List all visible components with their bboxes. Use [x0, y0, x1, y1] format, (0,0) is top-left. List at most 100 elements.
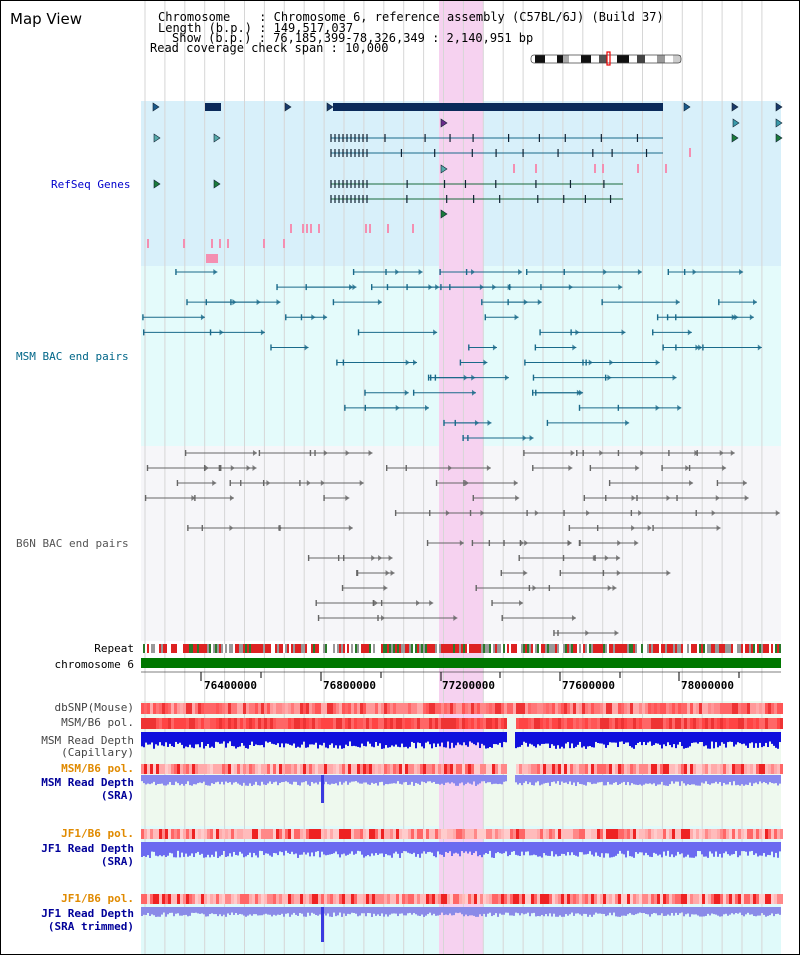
repeat-element: [383, 644, 385, 653]
msm-depth-capillary-bar: [425, 732, 427, 743]
dbsnp-cell: [171, 703, 174, 714]
refseq-genes-label[interactable]: RefSeq Genes: [51, 178, 131, 191]
repeat-element: [713, 644, 715, 653]
msm-b6-pol-sra-cell: [684, 764, 687, 774]
msm-depth-capillary-bar: [187, 732, 189, 748]
msm-bac-end-pairs-label[interactable]: MSM BAC end pairs: [16, 350, 129, 363]
jf1-depth-trim-bar: [659, 907, 661, 916]
msm-b6-pol-sra-cell: [582, 764, 585, 774]
msm-depth-capillary-bar: [597, 732, 599, 744]
msm-depth-sra-bar: [405, 775, 407, 782]
jf1-depth-sra-bar: [761, 842, 763, 856]
msm-b6-pol-cell: [396, 718, 399, 729]
msm-b6-pol-sra-cell: [180, 764, 183, 774]
msm-b6-pol-cell: [741, 718, 744, 729]
jf1-depth-sra-bar: [559, 842, 561, 856]
repeat-element: [289, 644, 291, 653]
jf1-b6-pol-trim-cell: [540, 894, 543, 904]
repeat-element: [231, 644, 233, 653]
msm-depth-capillary-bar: [521, 732, 523, 746]
jf1-depth-sra-bar: [269, 842, 271, 856]
msm-depth-sra-bar: [407, 775, 409, 786]
gene-fragment: [412, 224, 414, 233]
msm-depth-sra-bar: [335, 775, 337, 784]
msm-depth-sra-bar: [515, 775, 517, 783]
dbsnp-cell: [156, 703, 159, 714]
jf1-depth-trim-bar: [735, 907, 737, 913]
jf1-b6-pol-trim-cell: [447, 894, 450, 904]
dbsnp-cell: [651, 703, 654, 714]
gene-strand-arrow: [213, 179, 221, 189]
repeat-element: [143, 644, 145, 653]
msm-depth-capillary-bar: [445, 732, 447, 748]
msm-depth-sra-bar: [559, 775, 561, 785]
ideogram-band: [645, 55, 657, 63]
jf1-depth-sra-bar: [727, 842, 729, 855]
msm-b6-pol-cell: [645, 718, 648, 729]
msm-depth-capillary-bar: [351, 732, 353, 747]
jf1-b6-pol-trim-cell: [297, 894, 300, 904]
msm-depth-sra-bar: [651, 775, 653, 785]
jf1-depth-trim-bar: [517, 907, 519, 914]
msm-depth-sra-bar: [337, 775, 339, 786]
msm-b6-pol-sra-cell: [630, 764, 633, 774]
msm-b6-pol-sra-cell: [282, 764, 285, 774]
repeat-element: [709, 644, 711, 653]
dbsnp-cell: [702, 703, 705, 714]
repeat-element: [475, 644, 477, 653]
msm-depth-capillary-bar: [395, 732, 397, 745]
jf1-depth-sra-bar: [553, 842, 555, 857]
gene-fragment: [283, 239, 285, 248]
jf1-b6-pol-trim-cell: [150, 894, 153, 904]
jf1-depth-sra-bar: [477, 842, 479, 857]
msm-b6-pol-sra-cell: [660, 764, 663, 774]
msm-depth-sra-bar: [307, 775, 309, 785]
repeat-element: [675, 644, 677, 653]
b6n-bac-end-pairs-label[interactable]: B6N BAC end pairs: [16, 537, 129, 550]
dbsnp-cell: [597, 703, 600, 714]
jf1-depth-trim-bar: [701, 907, 703, 917]
jf1-depth-sra-bar: [731, 842, 733, 855]
msm-depth-capillary-bar: [463, 732, 465, 743]
jf1-b6-pol-cell: [501, 829, 504, 839]
dbsnp-cell: [414, 703, 417, 714]
jf1-depth-trim-bar: [361, 907, 363, 914]
repeat-element: [649, 644, 651, 653]
gene-fragment: [637, 164, 639, 173]
msm-depth-sra-bar: [265, 775, 267, 786]
repeat-element: [447, 644, 449, 653]
msm-depth-capillary-bar: [733, 732, 735, 747]
jf1-b6-pol-cell: [297, 829, 300, 839]
msm-bac-pair-end-arrow: [395, 269, 400, 275]
msm-depth-capillary-bar: [635, 732, 637, 746]
msm-b6-pol-cell: [345, 718, 348, 729]
jf1-depth-sra-bar: [227, 842, 229, 857]
jf1-depth-sra-bar: [205, 842, 207, 858]
jf1-depth-sra-bar: [213, 842, 215, 857]
repeat-element: [463, 644, 465, 653]
msm-depth-sra-bar: [241, 775, 243, 786]
repeat-element: [591, 644, 593, 653]
msm-b6-pol-cell: [339, 718, 342, 729]
dbsnp-cell: [402, 703, 405, 714]
msm-depth-capillary-bar: [651, 732, 653, 746]
repeat-element: [619, 644, 621, 653]
jf1-b6-pol-cell: [339, 829, 342, 839]
repeat-element: [235, 644, 237, 653]
jf1-depth-trim-bar: [297, 907, 299, 916]
jf1-depth-trim-bar: [491, 907, 493, 917]
msm-depth-sra-bar: [225, 775, 227, 782]
repeat-element: [419, 644, 421, 653]
msm-depth-capillary-bar: [563, 732, 565, 749]
msm-b6-pol-cell: [336, 718, 339, 729]
msm-depth-sra-bar: [447, 775, 449, 783]
msm-depth-capillary-bar: [209, 732, 211, 748]
repeat-element: [759, 644, 761, 653]
repeat-element: [379, 644, 381, 653]
msm-b6-pol-sra-cell: [474, 764, 477, 774]
jf1-depth-trim-bar: [381, 907, 383, 914]
msm-depth-capillary-bar: [281, 732, 283, 744]
repeat-element: [693, 644, 695, 653]
axis-tick-label: 77600000: [562, 679, 615, 692]
